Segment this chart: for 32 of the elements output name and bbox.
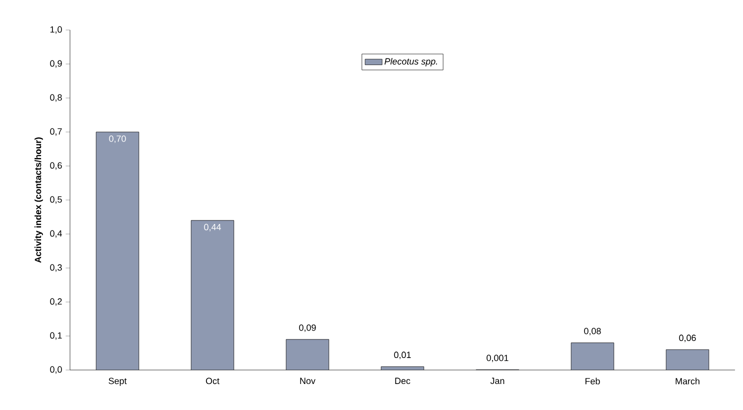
x-tick-label: Dec <box>395 378 410 384</box>
y-tick-label: 0,2 <box>50 298 62 306</box>
data-label: 0,70 <box>109 136 126 143</box>
y-tick-label: 0,3 <box>50 264 62 272</box>
y-tick-label: 0,4 <box>50 230 62 238</box>
x-tick-label: Nov <box>300 378 316 384</box>
data-label: 0,44 <box>204 224 221 232</box>
y-tick-label: 0,0 <box>50 366 62 374</box>
data-label: 0,09 <box>299 324 316 332</box>
y-tick-label: 1,0 <box>50 26 62 34</box>
y-tick-label: 0,6 <box>50 162 62 170</box>
x-tick-label: Oct <box>206 378 220 384</box>
x-tick-label: March <box>676 378 700 384</box>
x-tick-label: Jan <box>490 378 504 384</box>
y-axis-title: Activity index (contacts/hour) <box>34 137 43 263</box>
x-tick-label: Feb <box>586 378 600 384</box>
data-label: 0,01 <box>394 352 411 360</box>
y-tick-label: 0,5 <box>50 196 62 204</box>
bar <box>96 132 139 370</box>
data-label: 0,08 <box>584 328 601 336</box>
data-label: 0,001 <box>486 354 508 362</box>
legend-label: Plecotus spp. <box>384 58 438 66</box>
y-tick-label: 0,8 <box>50 94 62 102</box>
data-label: 0,06 <box>679 334 696 342</box>
y-tick-label: 0,1 <box>50 332 62 340</box>
bar <box>191 220 234 370</box>
bar <box>286 339 329 370</box>
y-tick-label: 0,9 <box>50 60 62 68</box>
x-tick-label: Sept <box>108 378 127 386</box>
bar <box>666 349 710 370</box>
bar <box>571 342 614 370</box>
y-tick-label: 0,7 <box>50 128 62 136</box>
